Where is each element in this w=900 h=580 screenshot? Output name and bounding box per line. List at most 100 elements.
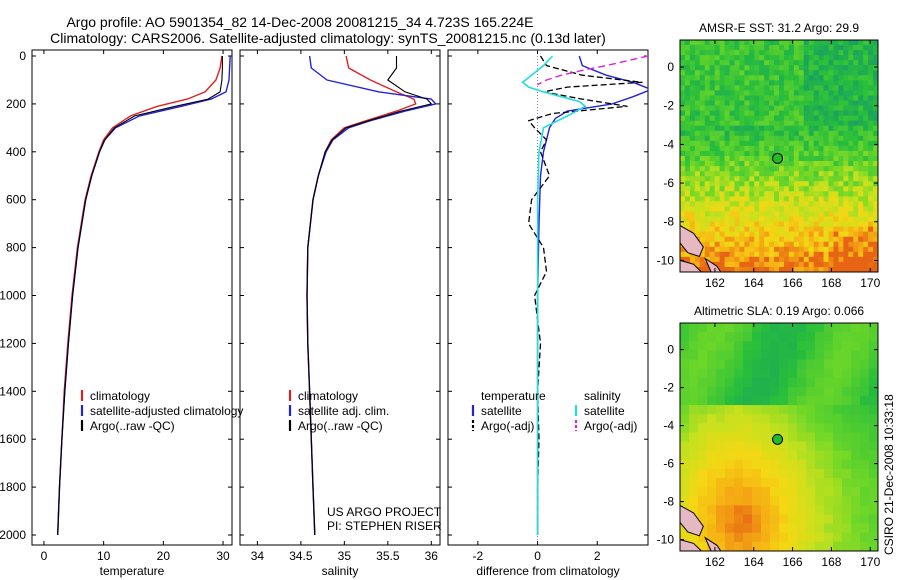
sst-map-cell <box>868 130 874 137</box>
sst-map-cell <box>744 241 750 248</box>
sst-map-cell <box>853 90 859 96</box>
sst-map-cell <box>853 196 859 202</box>
sst-map-cell <box>848 45 854 51</box>
sst-map-cell <box>779 110 785 117</box>
sst-map-cell <box>798 135 805 142</box>
sla-map-cell <box>689 532 699 543</box>
sst-map-cell <box>704 156 711 162</box>
sst-map-cell <box>724 65 730 71</box>
sst-map-cell <box>783 140 790 147</box>
sst-map-cell <box>724 156 730 162</box>
difference-legend-label: satellite <box>584 404 625 418</box>
sst-map-cell <box>699 261 706 268</box>
sst-map-cell <box>818 261 824 268</box>
sst-map-cell <box>744 55 750 61</box>
sst-map-cell <box>858 161 864 167</box>
sla-map-cell <box>788 450 798 461</box>
sla-map-cell <box>779 395 789 406</box>
sst-map-cell <box>709 256 716 263</box>
sst-map-cell <box>858 100 864 106</box>
sst-map-cell <box>684 226 691 233</box>
sst-map-cell <box>699 206 706 212</box>
sla-map-cell <box>770 341 780 351</box>
sst-map-cell <box>714 135 720 142</box>
sst-map-cell <box>779 181 785 187</box>
sst-map-cell <box>754 130 760 137</box>
sla-map-cell <box>788 386 798 397</box>
sst-map-cell <box>793 70 800 76</box>
sst-map-cell <box>848 95 854 101</box>
sla-map-cell <box>752 468 762 479</box>
sla-map-cell <box>797 514 807 525</box>
sst-map-cell <box>749 221 755 228</box>
sst-map-cell <box>759 206 765 212</box>
sla-map-cell <box>707 377 717 388</box>
sst-map-cell <box>719 100 725 106</box>
sst-map-cell <box>704 221 711 228</box>
sla-map-cell <box>806 478 816 488</box>
sst-map-cell <box>818 70 824 76</box>
sla-map-cell <box>851 468 861 479</box>
sla-map-xtick-label: 170 <box>860 555 880 569</box>
sst-map-cell <box>749 156 755 162</box>
sla-map-cell <box>815 377 825 388</box>
sst-map-cell <box>863 100 869 106</box>
sst-map-cell <box>873 80 879 86</box>
sst-map-cell <box>818 95 824 101</box>
sst-map-cell <box>803 125 810 132</box>
sst-map-cell <box>853 166 859 172</box>
sla-map-cell <box>806 386 816 397</box>
sla-map-cell <box>788 514 798 525</box>
sst-map-cell <box>843 40 849 46</box>
sst-map-cell <box>774 60 780 66</box>
sst-map-cell <box>818 241 824 248</box>
sst-map-cell <box>803 120 810 127</box>
sla-map-cell <box>797 332 807 342</box>
sst-map-cell <box>843 135 849 142</box>
sst-map-cell <box>684 115 691 122</box>
sst-map-cell <box>813 191 819 197</box>
sst-map-cell <box>873 171 879 177</box>
sla-map-cell <box>734 441 744 452</box>
sst-map-cell <box>774 75 780 81</box>
sst-map-cell <box>680 120 686 127</box>
sst-map-cell <box>848 140 854 147</box>
sst-map-cell <box>689 176 696 182</box>
sla-map-cell <box>761 323 771 333</box>
sla-map-cell <box>860 496 870 506</box>
sst-map-cell <box>838 130 844 137</box>
sst-map-cell <box>863 45 869 51</box>
sst-map-cell <box>843 236 849 243</box>
sst-map-cell <box>798 125 805 132</box>
sla-map-cell <box>752 487 762 497</box>
sst-map-cell <box>749 206 755 212</box>
sst-map-cell <box>694 261 701 268</box>
sst-map-cell <box>724 125 730 132</box>
sst-map-cell <box>803 150 810 157</box>
sst-map-cell <box>709 226 716 233</box>
sla-map-cell <box>689 414 699 424</box>
sst-map-cell <box>779 100 785 106</box>
sst-map-cell <box>803 80 810 86</box>
sst-map-cell <box>769 191 775 197</box>
sst-map-cell <box>724 231 730 238</box>
sst-map-cell <box>853 176 859 182</box>
sst-map-cell <box>754 45 760 51</box>
sst-map-cell <box>764 125 770 132</box>
difference-xlabel: difference from climatology <box>476 564 619 578</box>
sst-map-cell <box>828 120 834 127</box>
temperature-xlabel: temperature <box>100 564 165 578</box>
sla-map-cell <box>698 541 708 552</box>
sst-map-cell <box>808 261 815 268</box>
sst-map-cell <box>724 50 730 56</box>
sst-map-cell <box>709 201 716 207</box>
sst-map-cell <box>729 75 735 81</box>
sst-map-cell <box>684 100 691 106</box>
sst-map-cell <box>813 241 819 248</box>
sst-map-cell <box>729 140 735 147</box>
sla-map-cell <box>743 423 753 433</box>
sst-map-cell <box>779 95 785 101</box>
sst-map-cell <box>749 161 755 167</box>
sst-map-cell <box>680 110 686 117</box>
sst-map-cell <box>798 65 805 71</box>
